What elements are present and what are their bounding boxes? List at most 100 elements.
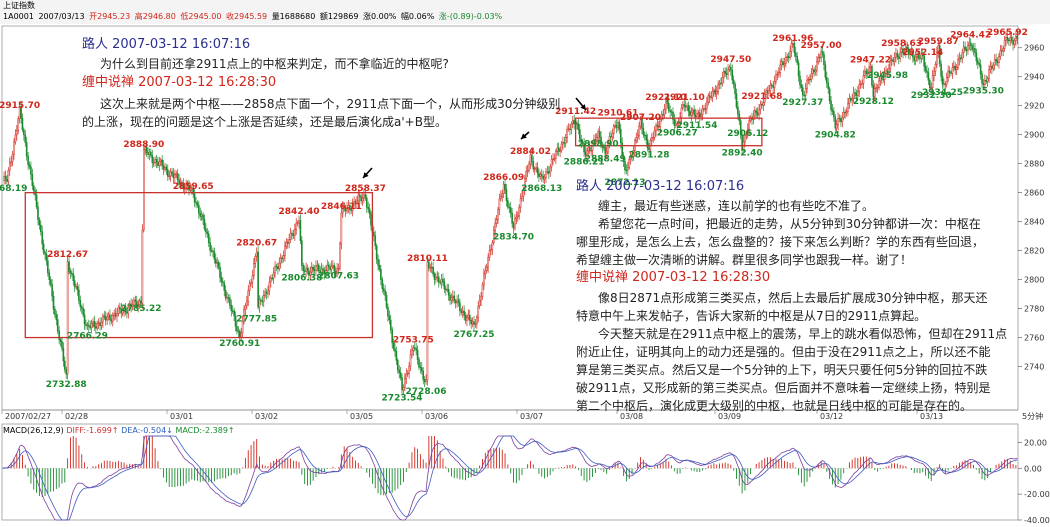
candle [439,279,441,286]
candle [643,131,646,141]
candle [157,156,159,169]
candle [343,202,345,212]
candle [145,142,148,157]
candle [706,96,708,115]
candle [234,311,237,332]
candle [344,204,347,217]
quote-date: 2007/03/13 [38,12,85,21]
candle [281,255,283,264]
candle [995,53,997,66]
candle [42,239,45,255]
candle [459,298,461,317]
candle [896,49,899,60]
candle [852,86,855,103]
candle [233,307,235,321]
y-tick-label: 2840 [1024,218,1044,227]
candle [48,268,51,286]
candle [878,75,880,91]
candle [392,338,395,352]
candle [728,64,731,72]
candle [579,123,581,143]
candle [130,298,132,313]
candle [440,273,443,289]
candle [272,267,275,284]
candle [816,56,818,77]
candle [991,61,993,75]
candle [408,362,410,379]
candle [254,253,257,268]
candle [133,296,135,310]
candle [468,309,471,326]
candle [934,61,937,77]
candle [275,263,278,272]
candle [622,152,625,168]
candle [941,70,944,90]
x-tick-label: 03/05 [350,412,373,421]
candle [912,47,914,63]
candle [803,91,806,98]
index-name: 上证指数 [3,1,35,10]
candle [415,342,417,356]
candle [985,75,988,85]
candle [776,71,779,81]
candle [255,247,258,262]
candle [470,317,472,329]
candle [533,166,536,175]
question2-line2: 希望您花一点时间，把最近的走势，从5分钟到30分钟都讲一次：中枢在 [598,217,981,231]
quote-line: 1A0001 2007/03/13 开2945.23 高2946.80 低294… [3,11,504,22]
candle [751,112,753,125]
candle [319,265,322,279]
candle [713,87,715,97]
candle [340,208,343,250]
candle [241,315,244,339]
macd-y-tick-label: 0.00 [1024,464,1042,473]
x-tick-label: 03/12 [820,412,843,421]
candle [128,300,131,310]
candle [965,46,968,57]
turnover-value: 幅0.06% [400,12,435,21]
price-label: 2767.25 [454,330,495,340]
candle [203,214,206,232]
question2-user: 路人 2007-03-12 16:07:16 [576,179,745,194]
candle [308,267,310,281]
candle [621,137,623,158]
macd-value: MACD:-2.389↑ [175,426,234,435]
candle [291,230,293,240]
y-tick-label: 2960 [1024,44,1044,53]
candle [865,68,868,80]
candle [632,145,635,161]
candle [522,186,525,202]
candle [154,156,156,167]
candle [416,345,419,365]
candle [138,298,141,309]
price-label: 2911.54 [676,121,717,131]
candle [890,55,893,67]
candle [144,144,147,155]
candle [813,67,815,77]
candle [368,203,371,219]
candle [548,166,550,179]
price-label: 2846.11 [321,202,362,212]
candle [833,107,835,122]
candle [598,126,601,143]
candle [526,164,529,178]
candle [957,54,959,71]
y-tick-label: 2800 [1024,276,1044,285]
candle [196,200,199,208]
candle [590,145,592,156]
candle [652,131,655,143]
candle [786,53,789,62]
candle [73,275,76,293]
candle [748,115,750,135]
y-tick-label: 2820 [1024,247,1044,256]
zhongshu-box [24,191,374,339]
question1-text: 为什么到目前还拿2911点上的中枢来判定，而不拿临近的中枢呢? [100,57,449,71]
candle [594,133,597,147]
x-tick-label: 03/06 [425,412,448,421]
candle [87,319,90,332]
candle [165,164,168,176]
candle [975,48,978,66]
candle [285,238,288,250]
candle [689,105,691,119]
